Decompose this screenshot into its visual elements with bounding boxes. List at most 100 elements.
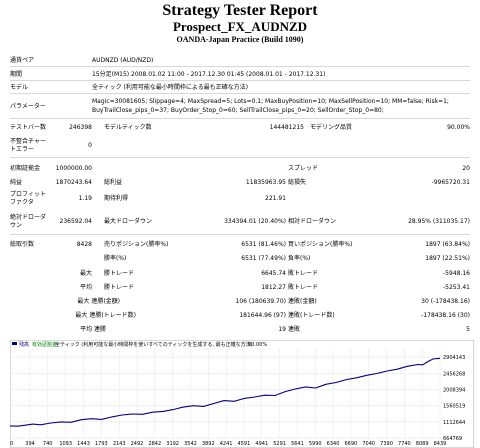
expected-payoff-value: 221.91 bbox=[265, 195, 286, 202]
x-tick-label: 5990 bbox=[309, 441, 322, 447]
consec-win-money-value: 106 (180639.70) bbox=[235, 298, 287, 305]
params-line-1: Magic=30081605; Slippage=4; MaxSpread=5;… bbox=[92, 98, 449, 105]
y-tick-label: 2456268 bbox=[443, 371, 465, 377]
x-tick-label: 2842 bbox=[148, 441, 161, 447]
rel-drawdown-label: 相対ドローダウン bbox=[288, 218, 337, 225]
x-tick-label: 740 bbox=[43, 441, 53, 447]
y-tick-label: 664769 bbox=[443, 436, 462, 442]
deposit-label: 初期証拠金 bbox=[10, 165, 41, 172]
y-axis-labels: 2904143 2456268 2008394 1560519 1112644 66476… bbox=[443, 355, 465, 442]
spread-value: 20 bbox=[462, 165, 470, 172]
largest-win-value: 6645.74 bbox=[261, 270, 286, 277]
profit-factor-label-1: プロフィット bbox=[10, 191, 46, 198]
average-loss-value: -5253.41 bbox=[443, 284, 470, 291]
section-divider bbox=[10, 118, 470, 119]
short-positions-value: 6531 (81.46%) bbox=[241, 241, 286, 248]
consec-loss-money-label: 連敗(金額) bbox=[288, 298, 317, 305]
largest-win-label: 勝トレード bbox=[104, 270, 135, 277]
avg-consec-loss-label: 連敗 bbox=[288, 326, 301, 333]
consec-loss-money-value: 30 (-178438.16) bbox=[421, 298, 470, 305]
average-win-label: 勝トレード bbox=[104, 284, 135, 291]
x-tick-label: 3892 bbox=[202, 441, 215, 447]
gross-loss-label: 総損失 bbox=[288, 179, 307, 186]
ticks-value: 144481215 bbox=[269, 124, 304, 131]
profit-factor-value: 1.19 bbox=[78, 195, 92, 202]
x-tick-label: 4941 bbox=[255, 441, 268, 447]
period-label: 期間 bbox=[10, 71, 23, 78]
win-rate-label: 勝率(%) bbox=[104, 255, 127, 262]
row-divider bbox=[10, 80, 470, 81]
deposit-value: 1000000.00 bbox=[55, 165, 92, 172]
x-tick-label: 6340 bbox=[327, 441, 340, 447]
mismatch-label-2: トエラー bbox=[10, 146, 35, 153]
consec-win-money-label: 最大 連勝(金額) bbox=[77, 298, 120, 305]
gross-profit-label: 総利益 bbox=[104, 179, 123, 186]
consec-profit-value: 181644.96 (97) bbox=[239, 312, 286, 319]
largest-label: 最大 bbox=[79, 270, 92, 277]
bars-value: 246398 bbox=[69, 124, 92, 131]
net-label: 純益 bbox=[10, 179, 23, 186]
y-tick-label: 1112644 bbox=[443, 420, 465, 426]
expected-payoff-label: 期待利得 bbox=[104, 195, 129, 202]
abs-drawdown-label-1: 絶対ドローダ bbox=[10, 214, 47, 221]
profit-factor-label-2: ファクタ bbox=[10, 199, 34, 206]
chart-grid bbox=[10, 349, 441, 439]
symbol-label: 通貨ペア bbox=[10, 57, 35, 64]
legend-balance-swatch bbox=[12, 342, 17, 345]
max-drawdown-value: 334394.01 (20.40%) bbox=[224, 218, 286, 225]
x-tick-label: 2143 bbox=[113, 441, 126, 447]
x-tick-label: 7040 bbox=[362, 441, 375, 447]
long-positions-value: 1897 (63.84%) bbox=[425, 241, 470, 248]
period-value: 15分足(M15) 2008.01.02 11:00 - 2017.12.30 … bbox=[92, 71, 326, 78]
report-title: Strategy Tester Report bbox=[162, 2, 318, 19]
section-divider bbox=[10, 157, 470, 158]
largest-loss-label: 敗トレード bbox=[288, 270, 319, 277]
max-drawdown-label: 最大ドローダウン bbox=[104, 218, 153, 225]
row-divider bbox=[10, 93, 470, 94]
avg-consec-win-label: 平均 連勝 bbox=[80, 326, 106, 333]
x-tick-label: 2492 bbox=[131, 441, 144, 447]
x-tick-label: 8089 bbox=[416, 441, 429, 447]
x-tick-label: 1793 bbox=[95, 441, 108, 447]
legend-balance-label: 残高 bbox=[19, 341, 29, 348]
x-tick-label: 5291 bbox=[273, 441, 286, 447]
x-tick-label: 8439 bbox=[434, 441, 447, 447]
avg-consec-win-value: 19 bbox=[278, 326, 286, 333]
x-tick-label: 4591 bbox=[238, 441, 251, 447]
largest-loss-value: -5948.16 bbox=[443, 270, 470, 277]
balance-line bbox=[10, 357, 441, 427]
params-label: パラメーター bbox=[10, 103, 46, 110]
model-label: モデル bbox=[10, 84, 29, 91]
consec-lossamt-value: -178438.16 (30) bbox=[421, 312, 470, 319]
x-tick-label: 5641 bbox=[291, 441, 304, 447]
symbol-value: AUDNZD (AUD/NZD) bbox=[92, 57, 154, 64]
win-rate-value: 6531 (77.49%) bbox=[241, 255, 286, 262]
bars-label: テストバー数 bbox=[10, 124, 47, 131]
y-tick-label: 2904143 bbox=[443, 355, 465, 361]
y-tick-label: 2008394 bbox=[443, 387, 465, 393]
legend-description: 全ティック (利用可能な最小時間枠を使いすべてのティックを生成する, 最も正確な… bbox=[55, 341, 253, 348]
y-tick-label: 1560519 bbox=[443, 404, 465, 410]
average-win-value: 1812.27 bbox=[261, 284, 286, 291]
quality-value: 90.00% bbox=[447, 124, 470, 131]
long-positions-label: 買いポジション(勝率%) bbox=[288, 241, 353, 248]
gross-loss-value: -9965720.31 bbox=[431, 179, 470, 186]
mismatch-value: 0 bbox=[88, 142, 92, 149]
chart-frame bbox=[10, 340, 474, 448]
x-tick-label: 3192 bbox=[166, 441, 179, 447]
x-tick-label: 7740 bbox=[398, 441, 411, 447]
consec-lossamt-label: 連敗(トレード数) bbox=[288, 312, 335, 319]
net-value: 1870243.64 bbox=[55, 179, 92, 186]
row-divider bbox=[10, 66, 470, 67]
x-tick-label: 0 bbox=[10, 441, 13, 447]
x-tick-label: 1093 bbox=[59, 441, 72, 447]
loss-rate-label: 負率(%) bbox=[288, 255, 311, 262]
legend-equity-label: 有効証拠金 bbox=[32, 341, 57, 348]
short-positions-label: 売りポジション(勝率%) bbox=[104, 241, 169, 248]
average-label: 平均 bbox=[79, 284, 92, 291]
average-loss-label: 敗トレード bbox=[288, 284, 319, 291]
x-tick-label: 3542 bbox=[184, 441, 197, 447]
balance-chart: 2904143 2456268 2008394 1560519 1112644 66476… bbox=[10, 340, 474, 448]
spread-label: スプレッド bbox=[288, 165, 319, 172]
x-tick-label: 7390 bbox=[380, 441, 393, 447]
